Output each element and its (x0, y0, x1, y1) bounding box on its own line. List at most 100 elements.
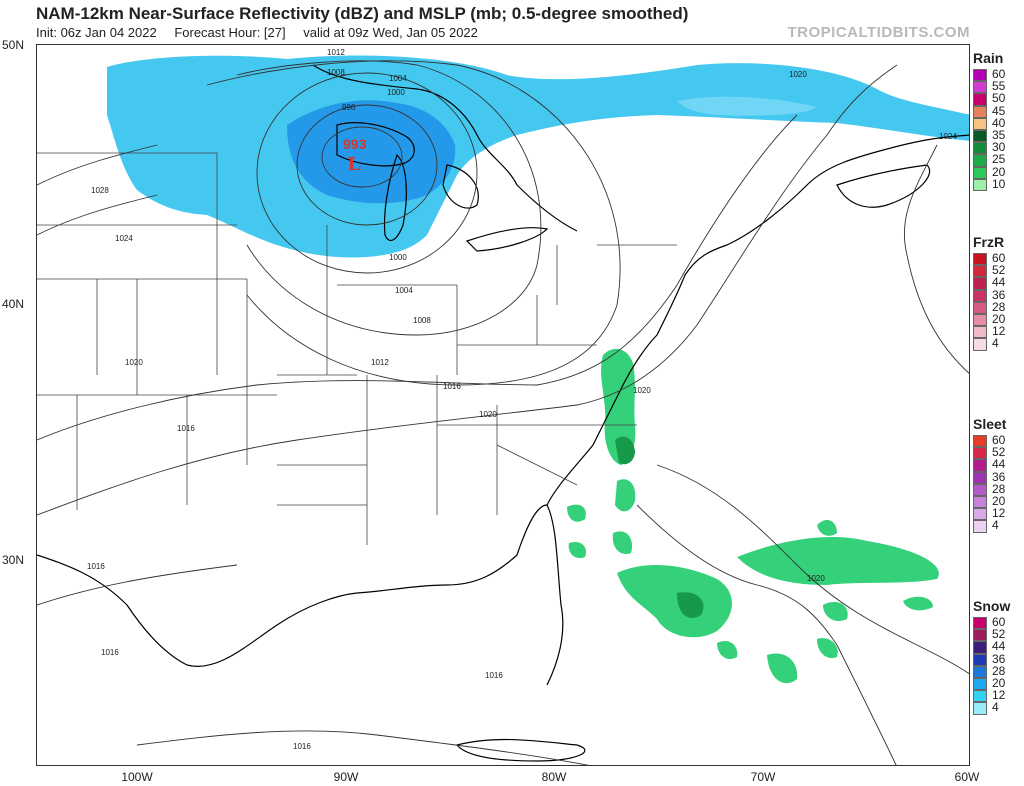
legend-swatch (973, 702, 987, 715)
legend-swatch (973, 520, 987, 533)
low-symbol: L (348, 153, 361, 175)
lake-michigan (383, 153, 407, 242)
rain-cell-3 (568, 541, 587, 559)
legend-row: 25 (972, 152, 1024, 167)
legend-level-label: 52 (992, 263, 1006, 278)
legend-level-label: 28 (992, 481, 1006, 496)
legend-level-label: 44 (992, 639, 1006, 654)
isobar-label: 1008 (413, 316, 431, 325)
watermark: TROPICALTIDBITS.COM (787, 24, 970, 41)
lon-label-80w: 80W (541, 770, 567, 784)
isobar-label: 1000 (389, 253, 407, 262)
lake-huron (442, 164, 479, 209)
legend-level-label: 30 (992, 140, 1006, 155)
legend-row: 60 (972, 251, 1024, 266)
legend-row: 45 (972, 103, 1024, 118)
legend-row: 28 (972, 481, 1024, 496)
legend-row: 60 (972, 433, 1024, 448)
weather-map: 1012 1008 1004 1000 996 1000 1004 1008 1… (36, 44, 970, 766)
legend-swatch (973, 93, 987, 106)
isobar-label: 1004 (395, 286, 413, 295)
legend-swatch (973, 301, 987, 314)
legend-row: 44 (972, 458, 1024, 472)
isobar-label: 1020 (479, 410, 497, 419)
legend-level-label: 36 (992, 651, 1006, 666)
isobar-label: 1000 (387, 88, 405, 97)
isobar-label: 1012 (371, 358, 389, 367)
legend-row: 60 (972, 68, 1024, 82)
rain-cell-6 (823, 601, 848, 622)
legend-swatch (973, 326, 987, 339)
rain-cluster-east (737, 536, 939, 585)
isobar-1000 (296, 104, 438, 226)
legend-swatch (973, 129, 987, 143)
isobar-1016-east (636, 504, 897, 765)
legend-row: 20 (972, 166, 1024, 179)
nova-scotia (836, 164, 931, 208)
legend-sleet: Sleet 60 52 44 36 28 20 12 4 (972, 416, 1024, 533)
rain-shading (567, 348, 939, 684)
legend-level-label: 60 (992, 433, 1006, 447)
isobar-1012 (206, 60, 621, 386)
legend-swatch (973, 289, 987, 302)
isobar-label: 1004 (389, 74, 407, 83)
gulf-coast (37, 504, 564, 686)
init-time: Init: 06z Jan 04 2022 (36, 25, 157, 40)
isobar-1020-east (656, 464, 969, 675)
legend-level-label: 4 (992, 518, 999, 533)
legend-level-label: 45 (992, 103, 1006, 118)
legend-level-label: 60 (992, 251, 1006, 265)
legend-level-label: 12 (992, 506, 1006, 521)
legend-level-label: 12 (992, 324, 1006, 339)
legend-row: 52 (972, 446, 1024, 460)
snow-shading (107, 55, 969, 258)
legend-snow: Snow 60 52 44 36 28 20 12 4 (972, 598, 1024, 715)
rain-cell-5 (817, 519, 837, 536)
isobar-label: 1028 (91, 186, 109, 195)
legend-level-label: 25 (992, 152, 1006, 167)
legend-swatch (973, 435, 987, 448)
legend-swatch (973, 265, 987, 278)
isobar-1020 (37, 64, 898, 516)
legend-level-label: 28 (992, 663, 1006, 678)
legend-swatch (973, 117, 987, 130)
legend-row: 52 (972, 263, 1024, 278)
legend-row: 44 (972, 276, 1024, 290)
isobar-1016-south (37, 564, 238, 606)
legend-row: 52 (972, 628, 1024, 642)
legend-level-label: 28 (992, 299, 1006, 314)
isobar-label: 996 (342, 103, 356, 112)
legend-swatch (973, 653, 987, 666)
isobar-1024-east (903, 144, 969, 374)
lon-label-100w: 100W (121, 770, 153, 784)
legend-row: 20 (972, 313, 1024, 327)
legend-level-label: 35 (992, 127, 1006, 142)
forecast-hour: Forecast Hour: [27] (174, 25, 286, 40)
legend-row: 4 (972, 337, 1024, 351)
legend-swatch (973, 677, 987, 691)
isobar-label: 1016 (101, 648, 119, 657)
legend-row: 36 (972, 651, 1024, 666)
low-pressure-center: 993 L (343, 136, 367, 175)
isobar-996 (321, 126, 403, 188)
legend-row: 12 (972, 506, 1024, 521)
snow-area-mid (287, 100, 456, 204)
legend-row: 30 (972, 140, 1024, 155)
legend-row: 44 (972, 639, 1024, 654)
legend-swatch (973, 471, 987, 484)
legend-title: Rain (973, 50, 1004, 66)
isobar-1028 (37, 144, 158, 186)
legend-row: 55 (972, 80, 1024, 94)
isobar-1016-gulf (136, 730, 590, 765)
isobar-label: 1008 (327, 68, 345, 77)
lat-label-50n: 50N (2, 38, 25, 52)
isobar-label: 1012 (327, 48, 345, 57)
legend-swatch (973, 459, 987, 472)
legend-swatch (973, 313, 987, 327)
run-info: Init: 06z Jan 04 2022 Forecast Hour: [27… (36, 25, 492, 40)
lat-label-40n: 40N (2, 297, 25, 311)
legend-swatch (973, 166, 987, 179)
legend-swatch (973, 617, 987, 630)
rain-cell-8 (717, 640, 738, 660)
legend-swatch (973, 178, 987, 191)
